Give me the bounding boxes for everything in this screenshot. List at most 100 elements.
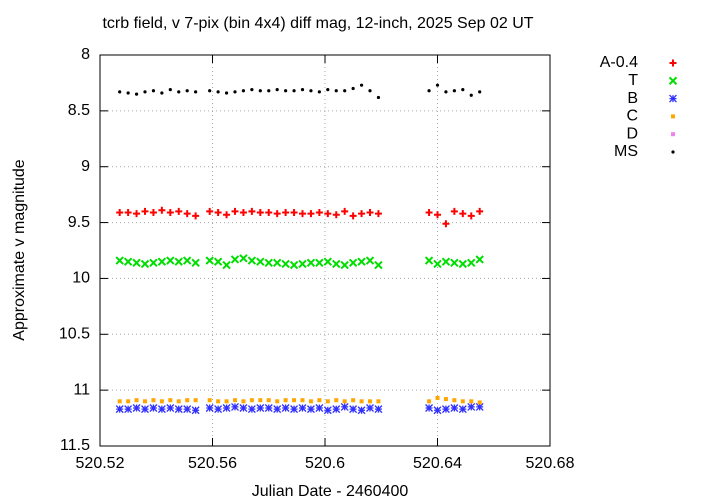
legend-label: MS [614, 143, 638, 160]
data-point [306, 258, 316, 267]
data-point [239, 209, 247, 217]
data-point [343, 89, 347, 93]
data-point [134, 398, 139, 403]
data-point [365, 256, 375, 265]
data-point [207, 398, 212, 403]
data-point [358, 210, 366, 218]
data-point [306, 405, 315, 414]
data-point [256, 257, 265, 266]
data-point [308, 399, 313, 404]
data-point [340, 402, 349, 411]
data-point [469, 93, 473, 97]
data-point [151, 89, 156, 93]
data-point [272, 258, 282, 267]
data-point [222, 404, 231, 412]
data-point [349, 212, 357, 220]
data-point [281, 404, 290, 412]
data-point [258, 89, 262, 93]
data-point [133, 210, 141, 218]
data-point [435, 395, 440, 400]
data-point [467, 402, 476, 411]
data-point [264, 258, 273, 267]
data-point [166, 404, 175, 412]
data-point [168, 398, 173, 403]
data-point [300, 398, 305, 403]
data-point [326, 88, 330, 92]
data-point [458, 259, 468, 269]
legend-marker [669, 94, 677, 103]
data-point [284, 89, 288, 93]
data-point [298, 404, 307, 412]
data-point [425, 404, 434, 412]
data-point [424, 256, 434, 265]
y-tick-label: 8.5 [68, 102, 90, 119]
y-tick-label: 11.5 [60, 437, 90, 454]
data-point [332, 405, 341, 414]
data-point [151, 398, 156, 403]
data-point [223, 211, 231, 219]
legend-marker [669, 59, 677, 67]
data-point [206, 207, 214, 215]
data-point [441, 405, 450, 414]
data-point [132, 404, 141, 412]
data-point [299, 210, 306, 218]
data-point [126, 399, 131, 404]
data-point [441, 257, 451, 266]
data-point [141, 207, 149, 215]
y-tick-label: 8 [81, 46, 90, 63]
x-axis-label: Julian Date - 2460400 [252, 483, 409, 500]
data-point [249, 398, 254, 403]
data-point [477, 400, 482, 405]
data-point [233, 398, 237, 403]
data-point [115, 256, 124, 265]
data-point [231, 402, 239, 411]
data-point [205, 404, 214, 412]
data-point [264, 404, 273, 412]
data-point [315, 209, 323, 217]
data-point [175, 207, 183, 215]
data-point [460, 399, 465, 404]
y-tick-label: 9 [81, 158, 90, 175]
data-point [132, 258, 141, 267]
data-point [194, 90, 198, 94]
data-point [359, 83, 364, 87]
data-point [342, 399, 347, 404]
data-point [283, 398, 288, 403]
data-point [266, 398, 271, 403]
data-point [376, 399, 381, 404]
data-point [289, 260, 299, 270]
data-point [461, 88, 465, 92]
data-point [435, 83, 440, 87]
data-point [452, 398, 457, 403]
data-point [250, 88, 254, 92]
data-point [191, 406, 200, 415]
y-tick-label: 11 [73, 381, 90, 398]
data-point [275, 399, 280, 404]
data-point [143, 90, 147, 94]
data-point [359, 399, 364, 404]
data-point [166, 209, 174, 217]
data-point [141, 405, 149, 414]
data-point [374, 260, 383, 270]
data-point [160, 91, 164, 95]
data-point [442, 220, 450, 228]
data-point [183, 405, 192, 414]
data-point [292, 398, 297, 403]
data-point [475, 402, 484, 411]
data-point [323, 257, 333, 266]
chart-title: tcrb field, v 7-pix (bin 4x4) diff mag, … [102, 15, 533, 32]
data-point [214, 209, 222, 217]
data-point [368, 89, 372, 93]
data-point [349, 405, 358, 414]
data-point [247, 256, 257, 265]
data-point [452, 89, 456, 93]
data-point [158, 206, 166, 214]
data-point [192, 212, 200, 220]
data-point [224, 399, 229, 404]
data-point [317, 398, 322, 403]
data-point [124, 209, 132, 217]
data-point [143, 399, 147, 404]
data-point [450, 207, 458, 215]
data-point [157, 405, 166, 414]
data-point [241, 89, 246, 93]
